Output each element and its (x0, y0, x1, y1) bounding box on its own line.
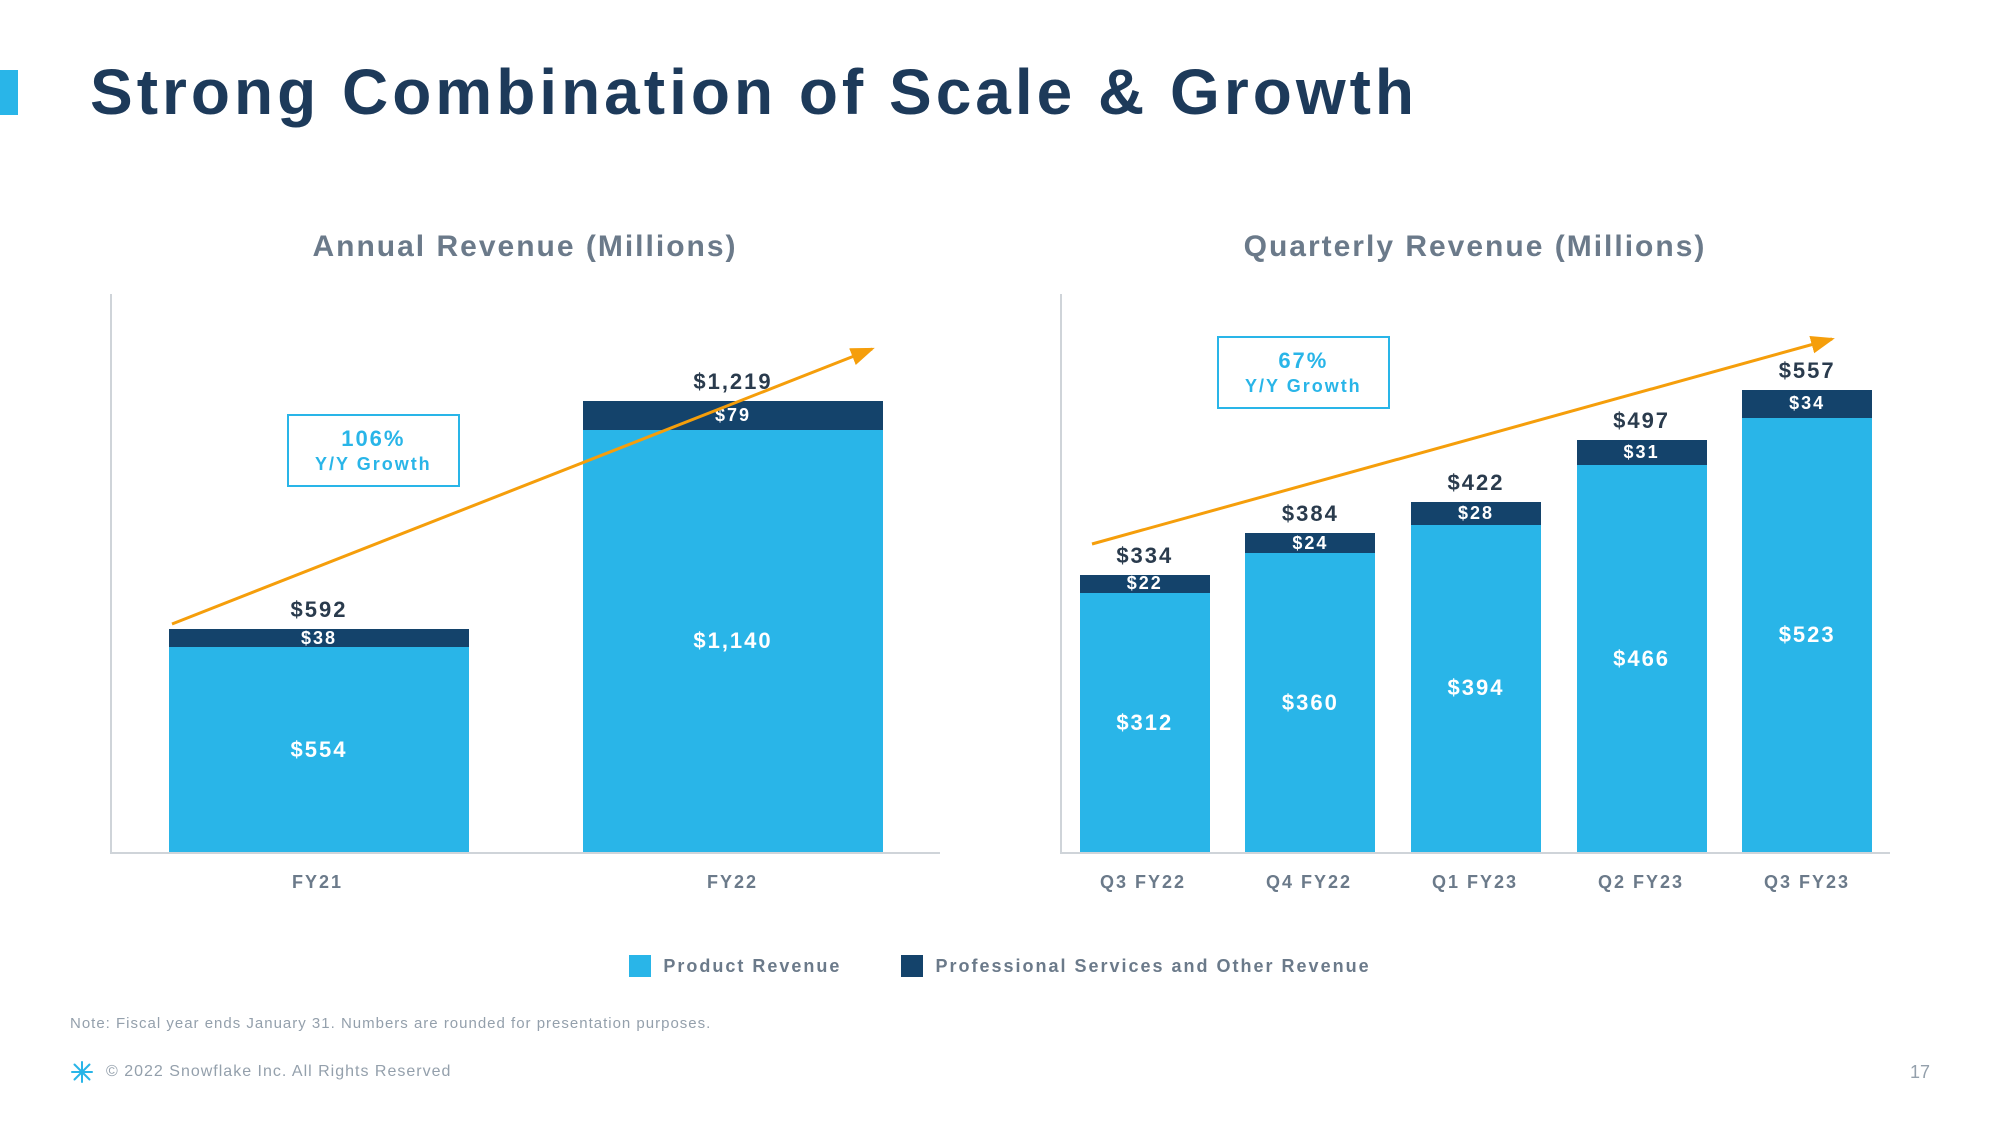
annual-growth-pct: 106% (315, 426, 432, 452)
legend-swatch-services (901, 955, 923, 977)
bar-total-label: $1,219 (693, 369, 772, 395)
bar-group: $557 $34$523 (1742, 358, 1872, 852)
bar-total-label: $422 (1448, 470, 1505, 496)
bar-total-label: $384 (1282, 501, 1339, 527)
x-axis-label: Q4 FY22 (1244, 872, 1374, 893)
bar-group: $1,219 $79$1,140 (583, 369, 883, 852)
quarterly-plot-area: 67% Y/Y Growth $334 $22$312 $384 $24$360 $42… (1060, 294, 1890, 854)
annual-bars-container: $592 $38$554 $1,219 $79$1,140 (112, 294, 940, 852)
bar-seg-services: $22 (1080, 575, 1210, 593)
bar-stack: $31$466 (1577, 440, 1707, 852)
bar-seg-services: $38 (169, 629, 469, 647)
annual-chart-title: Annual Revenue (Millions) (110, 230, 940, 264)
snowflake-logo-icon (70, 1060, 94, 1084)
charts-row: Annual Revenue (Millions) 106% Y/Y Growt… (110, 230, 1890, 910)
bar-group: $334 $22$312 (1080, 543, 1210, 852)
bar-total-label: $334 (1116, 543, 1173, 569)
x-axis-label: Q2 FY23 (1576, 872, 1706, 893)
bar-stack: $79$1,140 (583, 401, 883, 852)
x-axis-label: Q3 FY22 (1078, 872, 1208, 893)
page-number: 17 (1910, 1062, 1930, 1083)
title-accent-bar (0, 70, 18, 115)
quarterly-growth-sub: Y/Y Growth (1245, 376, 1362, 397)
bar-stack: $22$312 (1080, 575, 1210, 852)
bar-seg-product: $312 (1080, 593, 1210, 852)
bar-seg-product: $554 (169, 647, 469, 852)
annual-growth-callout: 106% Y/Y Growth (287, 414, 460, 487)
quarterly-x-labels: Q3 FY22 Q4 FY22 Q1 FY23 Q2 FY23 Q3 FY23 (1060, 872, 1890, 893)
bar-group: $497 $31$466 (1577, 408, 1707, 852)
bar-seg-product: $523 (1742, 418, 1872, 852)
bar-seg-services: $28 (1411, 502, 1541, 525)
page-title: Strong Combination of Scale & Growth (90, 55, 1418, 129)
bar-stack: $28$394 (1411, 502, 1541, 852)
footer-left: © 2022 Snowflake Inc. All Rights Reserve… (70, 1060, 451, 1084)
bar-seg-services: $24 (1245, 533, 1375, 553)
bar-total-label: $592 (291, 597, 348, 623)
legend-label-product: Product Revenue (663, 956, 841, 977)
bar-seg-services: $79 (583, 401, 883, 430)
bar-stack: $34$523 (1742, 390, 1872, 852)
footnote: Note: Fiscal year ends January 31. Numbe… (70, 1015, 711, 1032)
annual-chart: Annual Revenue (Millions) 106% Y/Y Growt… (110, 230, 940, 910)
annual-x-labels: FY21 FY22 (110, 872, 940, 893)
bar-group: $422 $28$394 (1411, 470, 1541, 852)
bar-total-label: $557 (1779, 358, 1836, 384)
bar-group: $592 $38$554 (169, 597, 469, 852)
bar-seg-product: $1,140 (583, 430, 883, 852)
bar-group: $384 $24$360 (1245, 501, 1375, 852)
bar-seg-product: $466 (1577, 465, 1707, 852)
bar-seg-product: $360 (1245, 553, 1375, 852)
legend-swatch-product (629, 955, 651, 977)
legend-item-product: Product Revenue (629, 955, 841, 977)
legend: Product Revenue Professional Services an… (0, 955, 2000, 977)
quarterly-growth-pct: 67% (1245, 348, 1362, 374)
x-axis-label: FY22 (583, 872, 883, 893)
legend-label-services: Professional Services and Other Revenue (935, 956, 1370, 977)
quarterly-bars-container: $334 $22$312 $384 $24$360 $422 $28$394 $497 $31… (1062, 294, 1890, 852)
footer: © 2022 Snowflake Inc. All Rights Reserve… (70, 1060, 1930, 1084)
bar-stack: $24$360 (1245, 533, 1375, 852)
x-axis-label: Q3 FY23 (1742, 872, 1872, 893)
annual-growth-sub: Y/Y Growth (315, 454, 432, 475)
bar-stack: $38$554 (169, 629, 469, 852)
bar-total-label: $497 (1613, 408, 1670, 434)
quarterly-growth-callout: 67% Y/Y Growth (1217, 336, 1390, 409)
legend-item-services: Professional Services and Other Revenue (901, 955, 1370, 977)
bar-seg-services: $31 (1577, 440, 1707, 466)
quarterly-chart: Quarterly Revenue (Millions) 67% Y/Y Gro… (1060, 230, 1890, 910)
annual-plot-area: 106% Y/Y Growth $592 $38$554 $1,219 $79$1,1… (110, 294, 940, 854)
quarterly-chart-title: Quarterly Revenue (Millions) (1060, 230, 1890, 264)
x-axis-label: Q1 FY23 (1410, 872, 1540, 893)
bar-seg-services: $34 (1742, 390, 1872, 418)
bar-seg-product: $394 (1411, 525, 1541, 852)
x-axis-label: FY21 (168, 872, 468, 893)
copyright-text: © 2022 Snowflake Inc. All Rights Reserve… (106, 1063, 451, 1081)
